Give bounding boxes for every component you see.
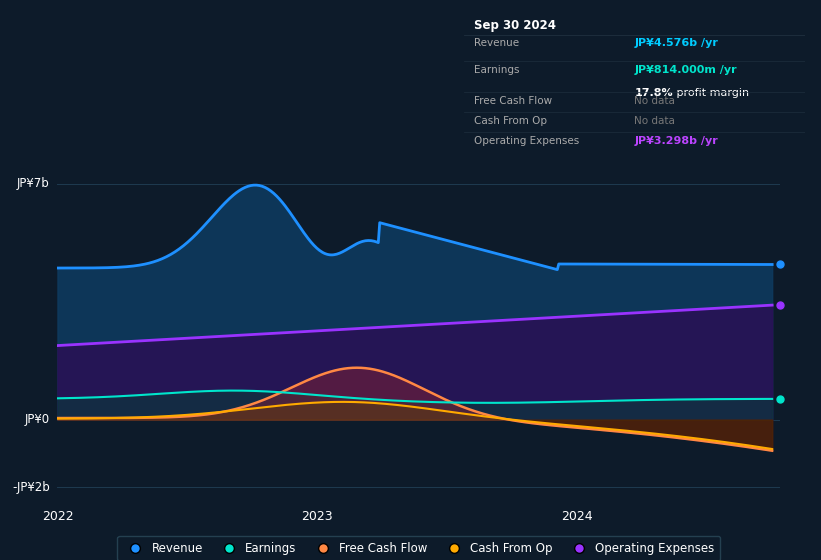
Text: JP¥4.576b /yr: JP¥4.576b /yr xyxy=(635,38,718,48)
Text: JP¥0: JP¥0 xyxy=(25,413,50,426)
Text: Cash From Op: Cash From Op xyxy=(474,116,547,126)
Text: No data: No data xyxy=(635,116,675,126)
Text: 17.8%: 17.8% xyxy=(635,88,673,98)
Text: Sep 30 2024: Sep 30 2024 xyxy=(474,19,556,32)
Text: Free Cash Flow: Free Cash Flow xyxy=(474,96,553,106)
Text: JP¥3.298b /yr: JP¥3.298b /yr xyxy=(635,136,718,146)
Text: profit margin: profit margin xyxy=(673,88,750,98)
Legend: Revenue, Earnings, Free Cash Flow, Cash From Op, Operating Expenses: Revenue, Earnings, Free Cash Flow, Cash … xyxy=(117,536,720,560)
Text: Operating Expenses: Operating Expenses xyxy=(474,136,580,146)
Text: Earnings: Earnings xyxy=(474,65,520,75)
Text: JP¥814.000m /yr: JP¥814.000m /yr xyxy=(635,65,737,75)
Text: -JP¥2b: -JP¥2b xyxy=(12,480,50,494)
Text: JP¥7b: JP¥7b xyxy=(17,178,50,190)
Text: Revenue: Revenue xyxy=(474,38,519,48)
Text: No data: No data xyxy=(635,96,675,106)
